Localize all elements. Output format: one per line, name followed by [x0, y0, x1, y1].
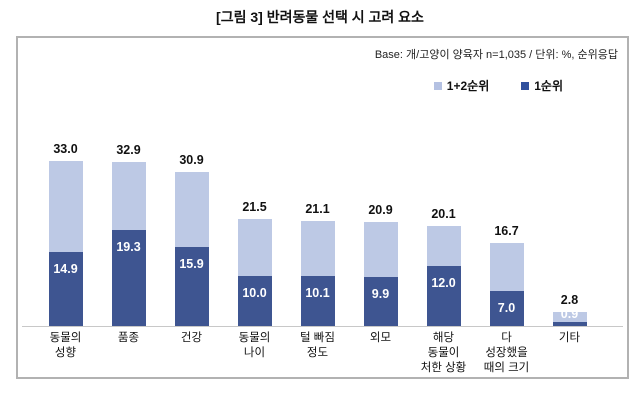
bar-column-4: 21.5 10.0	[223, 126, 286, 326]
bar-segment-rank12	[552, 312, 587, 322]
bar-stack	[300, 220, 335, 326]
bar-stack	[426, 225, 461, 326]
bar-stack	[363, 221, 398, 326]
bar-total-label: 2.8	[560, 293, 579, 307]
x-axis-label-6: 외모	[349, 331, 412, 376]
bar-stack	[489, 242, 524, 326]
plot-area: 33.0 14.9 32.9 19.3 30.9 15.9 21.5 10.0 21.1 10.1…	[34, 126, 601, 326]
x-axis-label-line: 해당	[432, 332, 455, 344]
bar-inner-label: 19.3	[116, 239, 141, 254]
bar-segment-rank12	[111, 161, 146, 230]
bar-inner-label: 7.0	[497, 301, 516, 315]
x-axis-label-line: 다	[501, 332, 512, 344]
x-axis-label-line: 건강	[180, 332, 203, 344]
bar-segment-rank1	[552, 321, 587, 326]
bar-inner-label: 12.0	[431, 276, 456, 290]
legend-item-rank1: 1순위	[521, 77, 563, 94]
x-axis-baseline	[22, 326, 623, 327]
bar-total-label: 20.1	[431, 206, 456, 221]
legend-swatch-rank1	[521, 81, 530, 90]
bar-inner-label: 14.9	[53, 261, 78, 276]
bar-column-1: 33.0 14.9	[34, 126, 97, 326]
bar-segment-rank1	[426, 266, 461, 326]
x-axis-label-line: 정도	[306, 346, 329, 359]
bar-inner-label: 15.9	[179, 256, 204, 271]
x-axis-label-line: 털 빠짐	[300, 332, 335, 344]
x-axis-label-2: 품종	[97, 331, 160, 376]
x-axis-label-line: 성장했을	[485, 346, 528, 359]
x-axis-labels: 동물의 성향 품종 건강 동물의 나이 털 빠짐 정도 외모 해당 동물이 처한 상황 다 성장했을 때의 …	[34, 331, 601, 376]
chart-frame: Base: 개/고양이 양육자 n=1,035 / 단위: %, 순위응답 1+…	[16, 36, 629, 379]
legend-label-rank1: 1순위	[534, 79, 563, 93]
bar-total-label: 33.0	[53, 142, 78, 156]
x-axis-label-line: 성향	[54, 346, 77, 359]
bar-segment-rank1	[489, 291, 524, 326]
bar-inner-label: 10.0	[242, 286, 267, 300]
bar-segment-rank12	[48, 161, 83, 252]
bar-segment-rank1	[300, 275, 335, 326]
bar-stack	[48, 161, 83, 326]
bar-column-9: 2.8 0.9	[538, 126, 601, 326]
x-axis-label-line: 동물이	[427, 346, 460, 359]
bar-total-label: 16.7	[494, 223, 519, 238]
bar-segment-rank12	[174, 171, 209, 247]
bar-segment-rank12	[363, 221, 398, 277]
bar-total-label: 21.1	[305, 201, 330, 216]
bar-segment-rank1	[237, 276, 272, 326]
bar-column-7: 20.1 12.0	[412, 126, 475, 326]
bar-stack	[174, 171, 209, 326]
x-axis-label-line: 동물의	[49, 332, 82, 344]
bar-stack	[111, 161, 146, 326]
bar-segment-rank1	[48, 251, 83, 326]
bar-segment-rank1	[174, 246, 209, 326]
legend: 1+2순위 1순위	[433, 77, 563, 94]
base-note: Base: 개/고양이 양육자 n=1,035 / 단위: %, 순위응답	[374, 49, 618, 61]
bar-segment-rank12	[489, 242, 524, 291]
bar-segment-rank12	[300, 220, 335, 276]
bar-inner-label: 0.9	[560, 306, 579, 321]
bar-column-3: 30.9 15.9	[160, 126, 223, 326]
bar-inner-label: 10.1	[305, 285, 330, 300]
x-axis-label-line: 품종	[117, 332, 140, 344]
bar-segment-rank12	[426, 225, 461, 266]
legend-swatch-rank12	[433, 81, 442, 90]
page-title: [그림 3] 반려동물 선택 시 고려 요소	[216, 9, 424, 25]
x-axis-label-line: 때의 크기	[483, 361, 530, 374]
x-axis-label-9: 기타	[538, 331, 601, 376]
bar-inner-label: 9.9	[371, 286, 390, 301]
x-axis-label-line: 동물의	[238, 332, 271, 344]
legend-label-rank12: 1+2순위	[446, 79, 490, 93]
bar-segment-rank1	[111, 229, 146, 326]
bar-stack	[552, 312, 587, 326]
bar-total-label: 32.9	[116, 142, 141, 157]
legend-item-rank12: 1+2순위	[433, 77, 490, 94]
bar-total-label: 21.5	[242, 199, 267, 214]
x-axis-label-3: 건강	[160, 331, 223, 376]
bar-column-6: 20.9 9.9	[349, 126, 412, 326]
bar-segment-rank12	[237, 218, 272, 276]
bar-segment-rank1	[363, 276, 398, 326]
bar-total-label: 30.9	[179, 152, 204, 167]
bar-total-label: 20.9	[368, 202, 393, 217]
x-axis-label-line: 기타	[558, 332, 581, 344]
x-axis-label-line: 처한 상황	[420, 361, 467, 374]
bar-stack	[237, 218, 272, 326]
x-axis-label-line: 나이	[243, 346, 266, 359]
bar-column-5: 21.1 10.1	[286, 126, 349, 326]
x-axis-label-line: 외모	[369, 332, 392, 344]
bar-column-8: 16.7 7.0	[475, 126, 538, 326]
bar-column-2: 32.9 19.3	[97, 126, 160, 326]
